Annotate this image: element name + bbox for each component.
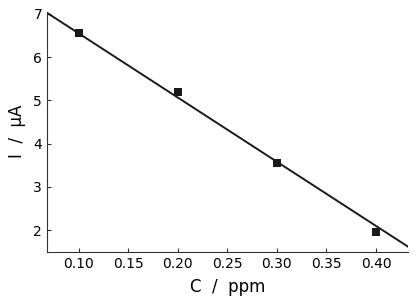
- Point: [373, 230, 379, 235]
- Point: [174, 89, 181, 94]
- Point: [274, 161, 280, 166]
- Point: [75, 31, 82, 36]
- X-axis label: C  /  ppm: C / ppm: [190, 278, 265, 296]
- Y-axis label: I  /  μA: I / μA: [8, 105, 26, 158]
